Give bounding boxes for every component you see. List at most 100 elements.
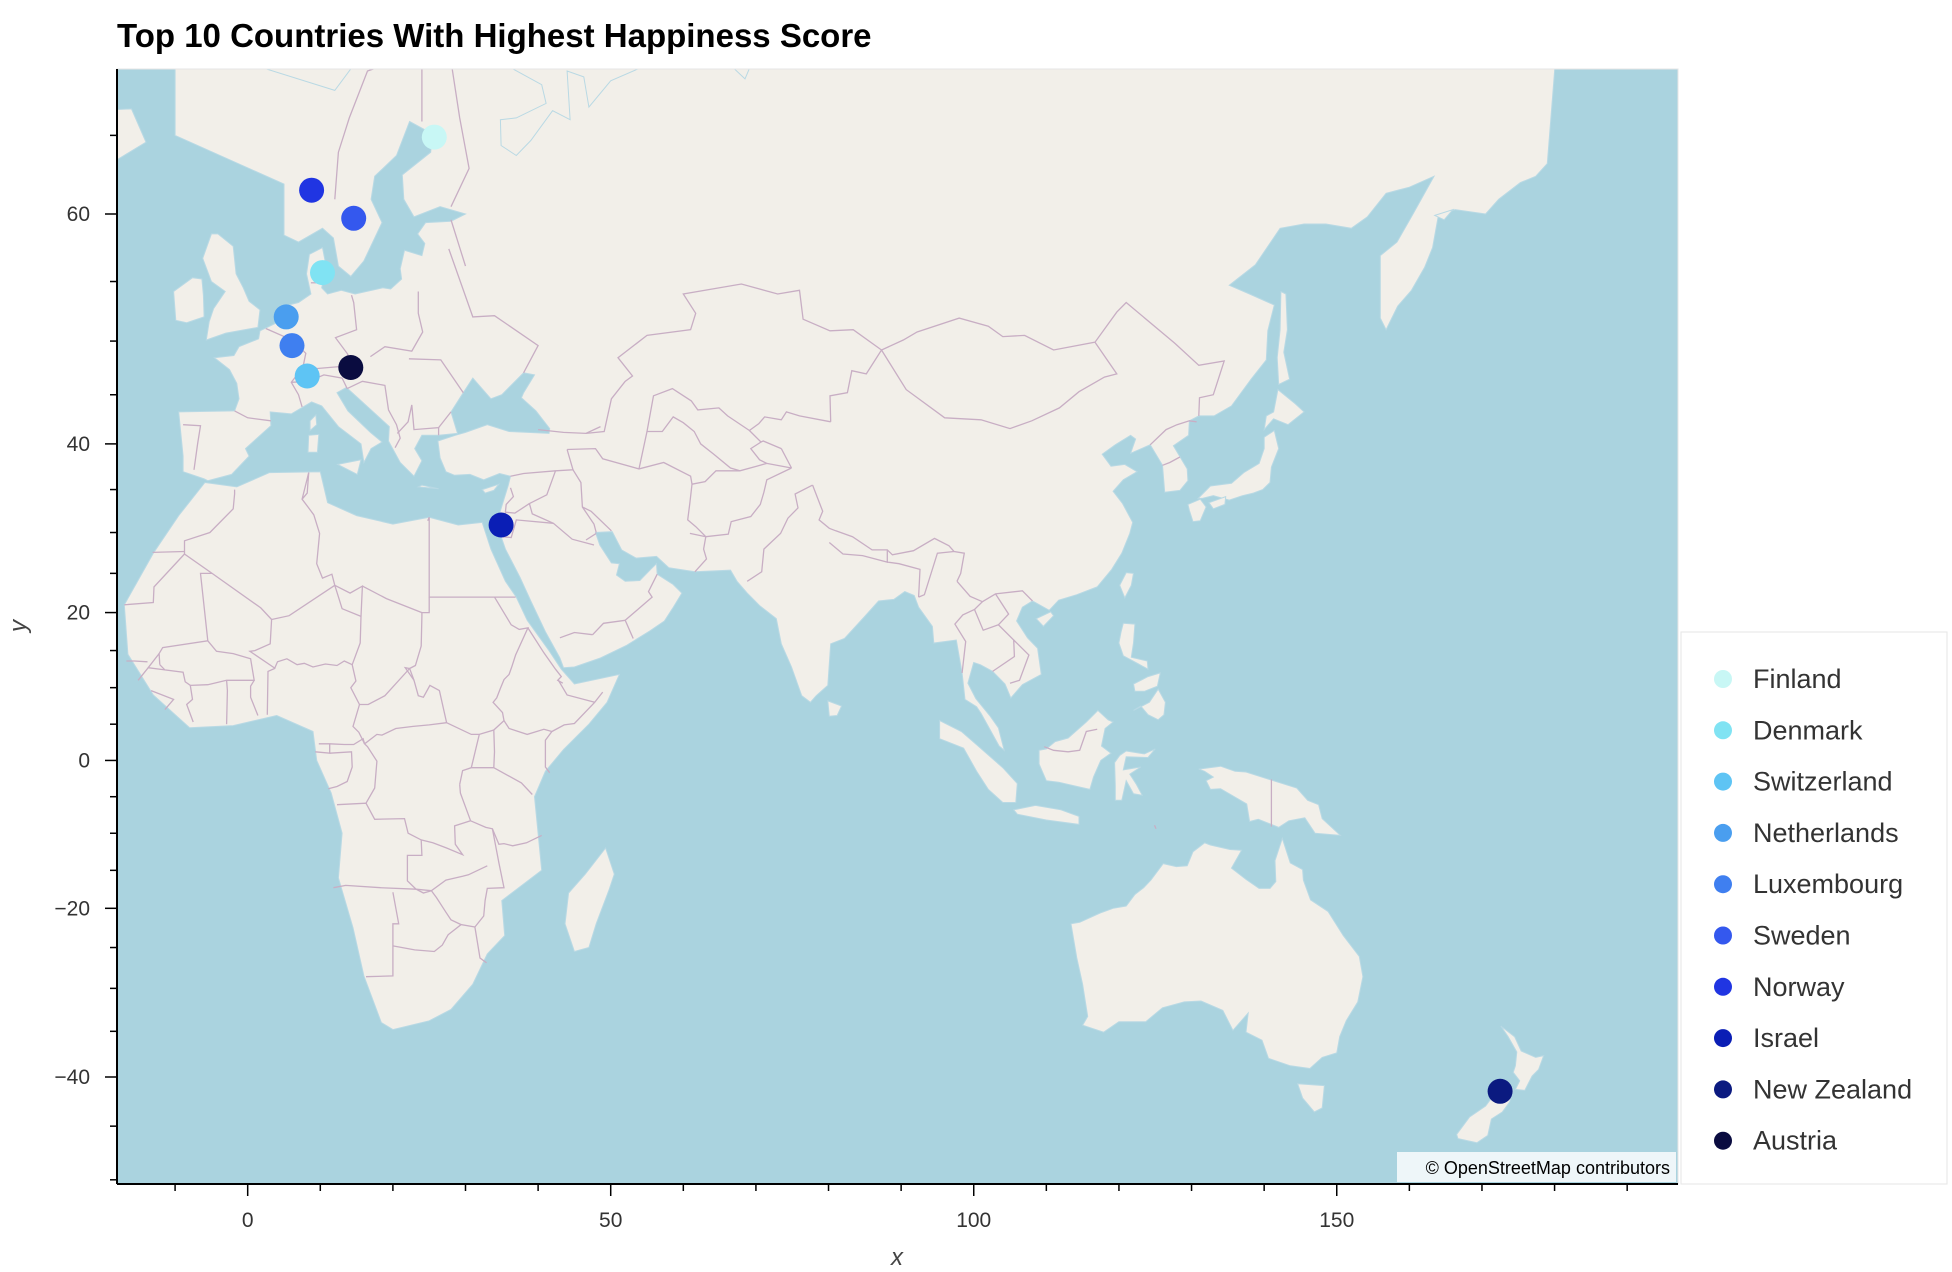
border-line-67 <box>328 751 353 790</box>
border-line-93 <box>592 619 626 636</box>
legend-item-sweden[interactable]: Sweden <box>1714 921 1851 951</box>
border-line-22 <box>501 519 554 539</box>
border-line-7 <box>334 69 376 200</box>
border-line-12 <box>408 358 464 394</box>
border-line-17 <box>538 426 601 435</box>
border-line-59 <box>406 839 488 892</box>
point-new-zealand[interactable] <box>1487 1078 1513 1104</box>
border-line-36 <box>994 593 1010 626</box>
y-axis-label: y <box>5 618 32 634</box>
land-taiwan <box>1119 572 1135 599</box>
y-axis: −40 −20 0 20 40 60 <box>54 69 118 1184</box>
border-line-57 <box>474 828 505 964</box>
legend-swatch <box>1714 823 1732 842</box>
border-line-79 <box>159 664 194 723</box>
legend-item-switzerland[interactable]: Switzerland <box>1714 767 1893 797</box>
legend-label: Denmark <box>1753 715 1863 745</box>
land-africa <box>123 471 621 1031</box>
point-luxembourg[interactable] <box>279 333 305 359</box>
border-line-13 <box>411 404 452 431</box>
land-srilanka <box>827 700 843 717</box>
border-line-81 <box>225 680 229 725</box>
land-hokkaido <box>1263 388 1305 432</box>
point-switzerland[interactable] <box>294 363 320 389</box>
legend-label: Finland <box>1753 664 1842 694</box>
border-line-40 <box>748 430 768 464</box>
legend-item-norway[interactable]: Norway <box>1714 972 1845 1002</box>
border-line-1 <box>183 424 202 470</box>
border-line-72 <box>362 585 423 614</box>
border-line-86 <box>150 689 175 711</box>
legend-label: Switzerland <box>1753 767 1893 797</box>
y-tick-label: −40 <box>54 1066 90 1089</box>
border-line-30 <box>887 561 921 598</box>
border-line-89 <box>624 573 658 621</box>
legend-item-luxembourg[interactable]: Luxembourg <box>1714 869 1903 899</box>
legend-swatch <box>1714 772 1732 791</box>
border-line-0 <box>234 410 271 422</box>
border-line-78 <box>124 553 185 606</box>
border-line-54 <box>493 767 533 795</box>
border-line-26 <box>689 467 792 538</box>
legend-item-netherlands[interactable]: Netherlands <box>1714 818 1899 848</box>
scatter-points <box>273 124 1513 1104</box>
border-line-92 <box>582 506 612 532</box>
border-line-60 <box>333 884 432 894</box>
land-sumatra <box>939 719 1018 803</box>
border-line-88 <box>427 517 430 521</box>
border-line-85 <box>126 660 148 663</box>
border-line-48 <box>408 597 553 774</box>
land-madagascar <box>564 846 615 953</box>
legend-item-israel[interactable]: Israel <box>1714 1023 1819 1053</box>
legend[interactable]: Finland Denmark Switzerland Netherlands Luxe… <box>1680 631 1948 1185</box>
legend-label: Austria <box>1753 1126 1838 1156</box>
x-axis-label: x <box>890 1244 904 1271</box>
border-line-38 <box>646 387 831 432</box>
legend-label: Norway <box>1753 972 1845 1002</box>
y-tick-label: −20 <box>54 897 90 920</box>
point-finland[interactable] <box>421 124 447 150</box>
border-line-55 <box>470 734 480 768</box>
border-line-68 <box>403 666 415 681</box>
legend-item-denmark[interactable]: Denmark <box>1714 715 1863 745</box>
x-tick-label: 0 <box>242 1209 254 1232</box>
land-sakhalin <box>1276 290 1291 386</box>
border-line-29 <box>828 542 888 563</box>
land-crete <box>416 484 439 490</box>
border-line-84 <box>147 653 160 669</box>
legend-label: New Zealand <box>1753 1074 1912 1104</box>
border-line-97 <box>1153 824 1157 830</box>
point-israel[interactable] <box>488 512 514 538</box>
point-norway[interactable] <box>299 177 325 203</box>
border-line-27 <box>746 484 813 582</box>
point-sweden[interactable] <box>341 205 367 231</box>
legend-item-new-zealand[interactable]: New Zealand <box>1714 1074 1912 1104</box>
legend-swatch <box>1714 721 1732 740</box>
point-denmark[interactable] <box>310 260 335 286</box>
chart-title: Top 10 Countries With Highest Happiness … <box>117 17 872 54</box>
legend-item-austria[interactable]: Austria <box>1714 1126 1838 1156</box>
point-austria[interactable] <box>338 355 364 380</box>
legend-item-finland[interactable]: Finland <box>1714 664 1842 694</box>
land-mindanao <box>1133 688 1166 721</box>
border-line-53 <box>459 729 496 785</box>
x-tick-label: 50 <box>599 1209 622 1232</box>
land-honshu <box>1196 429 1280 501</box>
point-netherlands[interactable] <box>273 304 299 330</box>
border-line-56 <box>459 784 542 847</box>
land-eurasia <box>174 69 1556 752</box>
legend-swatch <box>1714 875 1732 894</box>
border-line-15 <box>396 404 413 434</box>
border-line-73 <box>334 585 362 618</box>
land-iceland <box>117 108 147 161</box>
x-tick-label: 150 <box>1319 1209 1354 1232</box>
border-line-32 <box>954 580 984 673</box>
land-newguinea <box>1198 765 1342 837</box>
legend-swatch <box>1714 1131 1732 1150</box>
attribution-box: © OpenStreetMap contributors <box>1397 1152 1676 1182</box>
x-tick-label: 100 <box>956 1209 991 1232</box>
plot-area[interactable] <box>82 0 1678 1184</box>
border-line-37 <box>585 283 882 435</box>
border-line-46 <box>1162 456 1181 466</box>
